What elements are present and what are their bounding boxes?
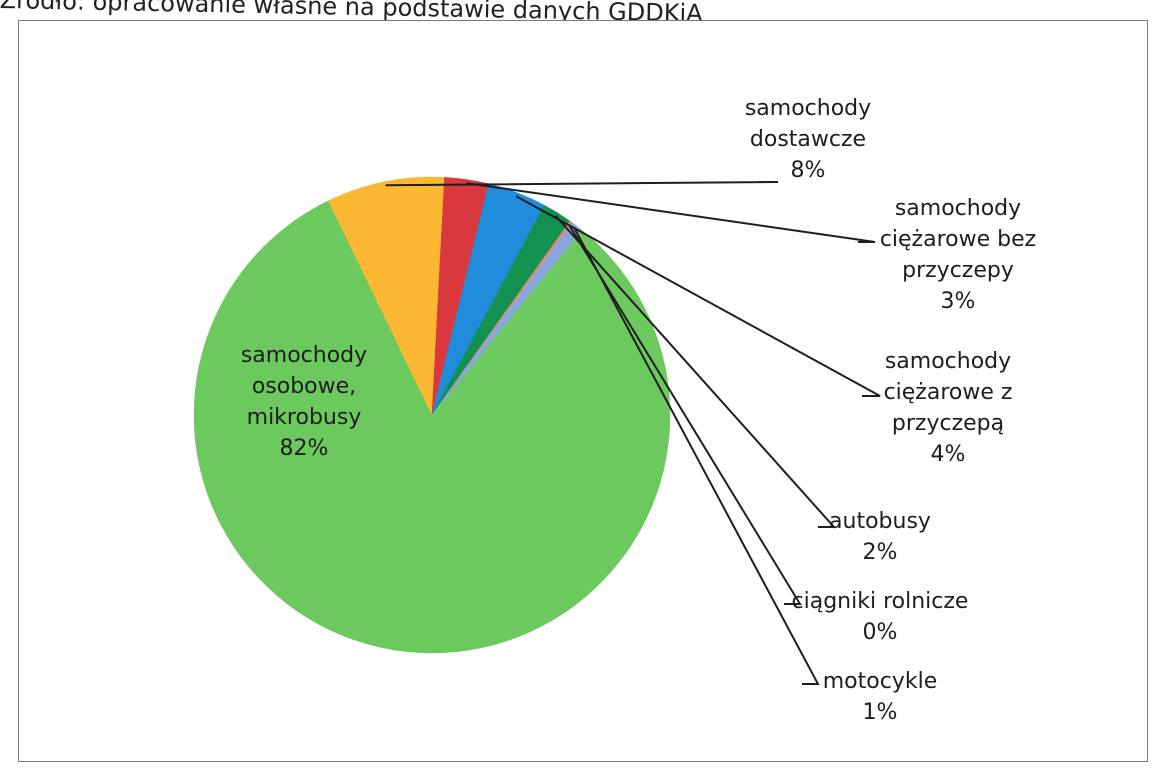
slice-label-2: samochody ciężarowe bez przyczepy 3% [880, 196, 1036, 314]
leader-lines [385, 181, 881, 685]
slice-label-0: samochody osobowe, mikrobusy 82% [241, 343, 367, 461]
slice-label-5: ciągniki rolnicze 0% [792, 589, 969, 645]
leader-line-1 [385, 181, 779, 187]
pie-slice-1 [328, 176, 445, 416]
slice-label-1: samochody dostawcze 8% [745, 96, 871, 183]
leader-line-3 [515, 195, 881, 397]
slice-label-4: autobusy 2% [829, 509, 931, 565]
pie-slice-6 [431, 222, 583, 416]
leader-line-5 [568, 224, 802, 605]
slice-category-label: samochody [885, 349, 1011, 374]
slice-category-label: samochody [745, 96, 871, 121]
slice-category-label: samochody [895, 196, 1021, 221]
slice-value-label: 3% [941, 289, 976, 314]
slice-value-label: 0% [863, 620, 898, 645]
slice-category-label: samochody [241, 343, 367, 368]
slice-category-label: ciągniki rolnicze [792, 589, 969, 614]
pie-slice-0 [193, 200, 671, 654]
slice-category-label: przyczepą [892, 411, 1004, 436]
slice-labels: samochody osobowe, mikrobusy 82% samochody do… [241, 96, 1036, 725]
slice-value-label: 2% [863, 540, 898, 565]
slice-value-label: 82% [280, 436, 329, 461]
slice-label-6: motocykle 1% [823, 669, 937, 725]
slice-category-label: mikrobusy [247, 405, 362, 430]
slice-category-label: przyczepy [902, 258, 1014, 283]
slice-label-3: samochody ciężarowe z przyczepą 4% [884, 349, 1013, 467]
slice-value-label: 4% [931, 442, 966, 467]
leader-line-4 [554, 215, 837, 528]
pie-slices [193, 176, 671, 654]
slice-category-label: ciężarowe bez [880, 227, 1036, 252]
slice-category-label: osobowe, [252, 374, 356, 399]
slice-category-label: motocykle [823, 669, 937, 694]
slice-category-label: autobusy [829, 509, 931, 534]
slice-category-label: ciężarowe z [884, 380, 1013, 405]
slice-value-label: 1% [863, 700, 898, 725]
leader-line-2 [466, 182, 876, 243]
slice-value-label: 8% [791, 158, 826, 183]
leader-line-6 [574, 228, 820, 685]
slice-category-label: dostawcze [750, 127, 866, 152]
